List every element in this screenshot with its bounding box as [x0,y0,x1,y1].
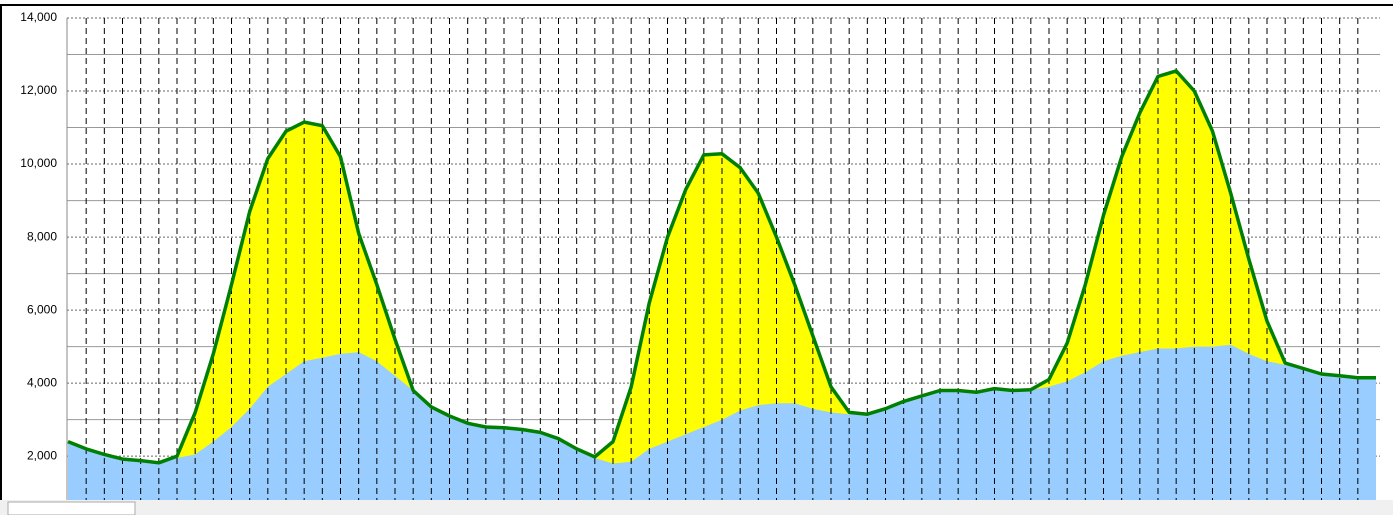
y-tick-label: 8,000 [27,229,57,243]
line [67,69,1376,465]
plot-area: 2,000 4,000 6,000 8,000 10,000 12,000 14,000 [20,10,1380,501]
scrollbar[interactable] [0,500,1393,515]
y-tick-label: 4,000 [27,375,57,389]
y-tick-label: 12,000 [20,83,57,97]
y-tick-label: 6,000 [27,302,57,316]
y-tick-label: 2,000 [27,448,57,462]
sheet-tab[interactable] [7,501,136,516]
y-tick-label: 10,000 [20,156,57,170]
y-tick-label: 14,000 [20,10,57,24]
